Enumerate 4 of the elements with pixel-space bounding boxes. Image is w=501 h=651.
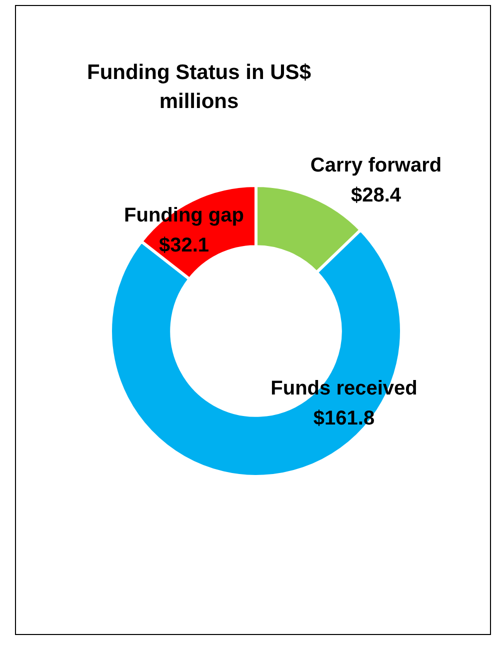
data-label: $32.1: [158, 234, 210, 257]
data-label: $28.4: [350, 184, 402, 207]
chart-title: Funding Status in US$ millions: [86, 60, 312, 115]
slice-label: Carry forward: [310, 154, 442, 177]
